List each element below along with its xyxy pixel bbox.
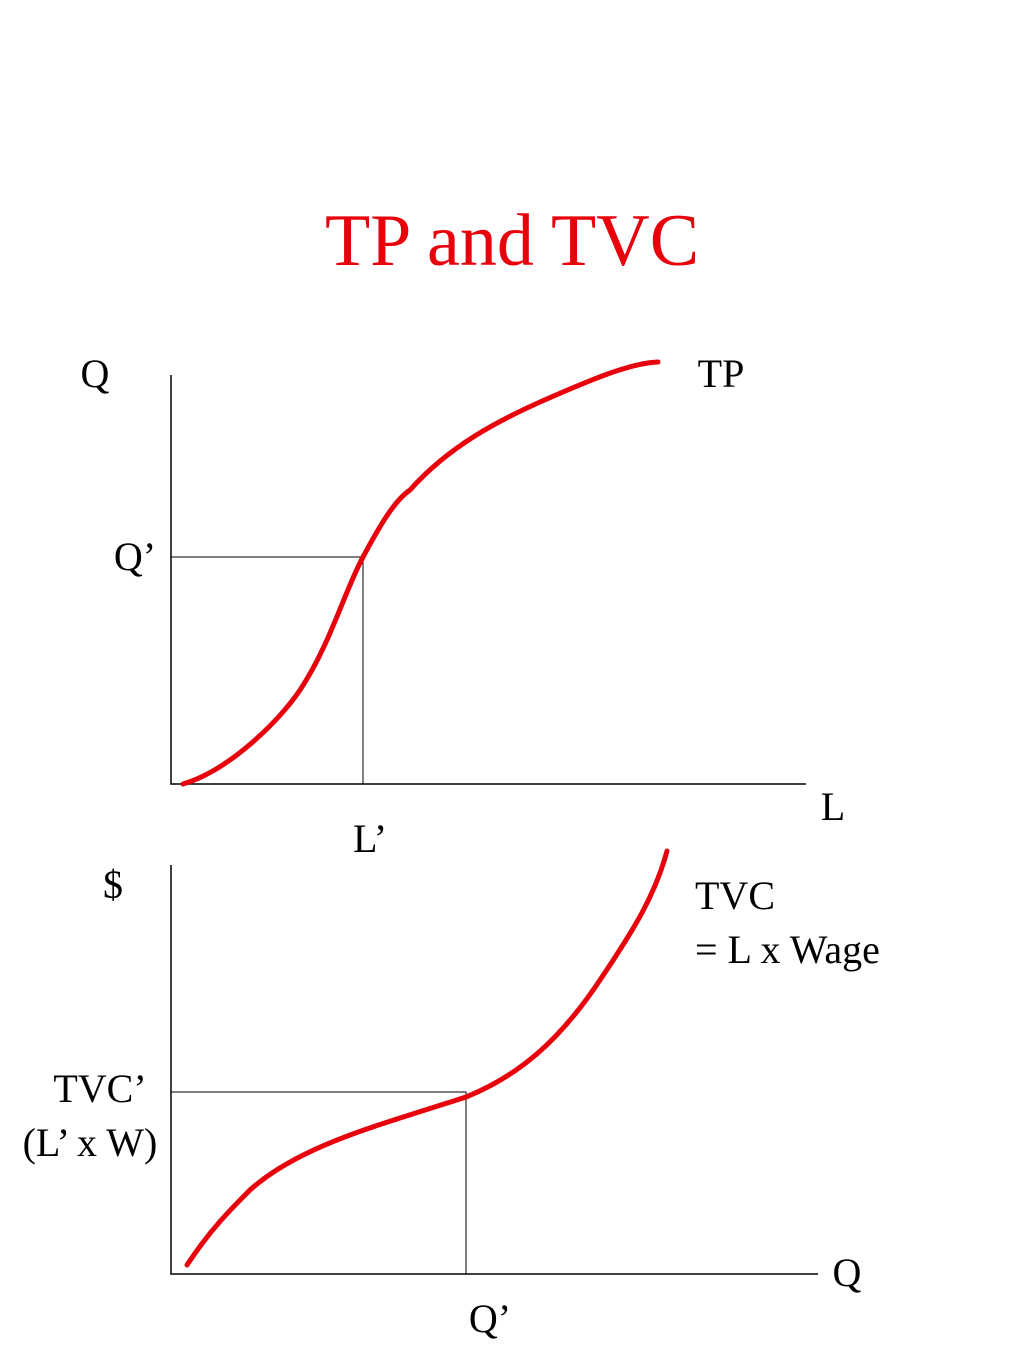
x-marker: L’ xyxy=(353,816,387,861)
y-axis-label: $ xyxy=(103,862,123,907)
guide-lines xyxy=(171,1091,467,1274)
title: TP and TVC xyxy=(325,200,699,282)
curve-label: TVC xyxy=(695,873,775,918)
x-axis-label: L xyxy=(821,784,845,829)
y-marker: (L’ x W) xyxy=(23,1120,158,1165)
curve-label: TP xyxy=(698,351,745,396)
y-marker: TVC’ xyxy=(53,1066,146,1111)
axes xyxy=(170,375,806,785)
y-marker: Q’ xyxy=(114,534,156,579)
curve-label: = L x Wage xyxy=(695,927,880,972)
guide-lines xyxy=(171,556,364,784)
tvc-curve xyxy=(184,848,670,1268)
tp-curve xyxy=(180,359,661,787)
y-axis-label: Q xyxy=(81,351,110,396)
x-axis-label: Q xyxy=(833,1250,862,1295)
bottom-graph: $ TVC = L x Wage TVC’ (L’ x W) Q Q’ xyxy=(23,848,880,1341)
x-marker: Q’ xyxy=(469,1296,511,1341)
axes xyxy=(170,865,818,1275)
top-graph: Q TP Q’ L L’ xyxy=(81,351,846,861)
